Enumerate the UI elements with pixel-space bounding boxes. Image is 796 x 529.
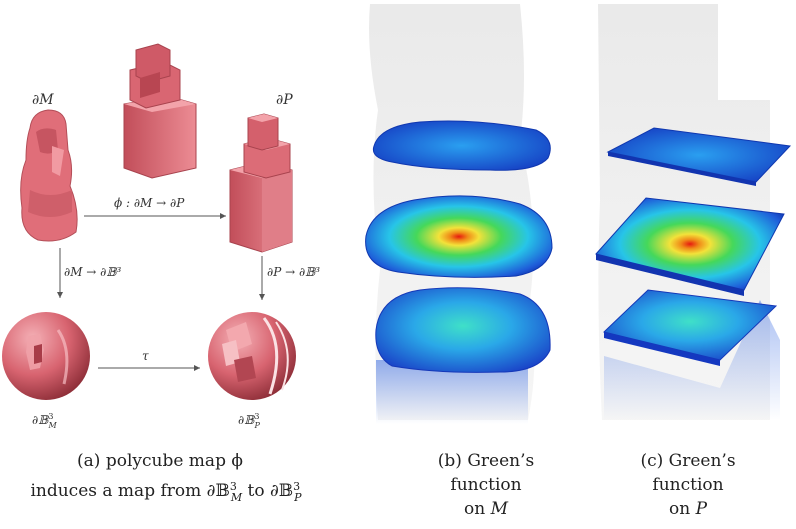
caption-c-line1: (c) Green’s	[640, 451, 735, 471]
slice-bottom-p-edge	[604, 332, 720, 366]
polycube-intermediate	[123, 43, 197, 179]
slice-top-m	[372, 120, 551, 171]
label-map-m-ball: ∂M → ∂𝔹³	[64, 265, 122, 279]
caption-c-line3: on P	[669, 499, 708, 519]
label-map-p-ball: ∂P → ∂𝔹³	[267, 265, 320, 279]
panel-c: (c) Green’s function on P	[595, 4, 792, 519]
caption-a-line2: induces a map from ∂𝔹3 M to ∂𝔹3 P	[30, 480, 302, 504]
slice-fade-p	[604, 300, 780, 420]
panel-a: ∂M ∂P ϕ : ∂M → ∂P ∂M → ∂𝔹³ ∂P → ∂𝔹³	[2, 43, 320, 504]
caption-b-line1: (b) Green’s	[438, 451, 534, 471]
label-map-phi: ϕ : ∂M → ∂P	[114, 196, 185, 210]
ball-p	[208, 312, 296, 400]
caption-b-line2: function	[450, 475, 521, 495]
caption-a-line1: (a) polycube map ϕ	[77, 451, 243, 471]
slice-top-p-edge	[608, 152, 756, 186]
caption-c-line2: function	[652, 475, 723, 495]
slice-middle-p-edge	[596, 254, 744, 296]
panel-b: (b) Green’s function on M	[365, 4, 553, 519]
slice-middle-m	[365, 195, 553, 278]
label-tau: τ	[142, 349, 149, 363]
label-boundary-p: ∂P	[276, 92, 293, 108]
slice-top-p	[606, 127, 792, 183]
slice-bottom-m	[375, 287, 551, 373]
label-ball-p: ∂𝔹3 P	[238, 412, 260, 430]
polycube-model	[229, 113, 293, 253]
moai-model	[20, 109, 78, 242]
caption-b-line3: on M	[464, 499, 509, 519]
label-ball-m: ∂𝔹3 M	[32, 412, 57, 430]
ball-m	[2, 312, 90, 400]
label-boundary-m: ∂M	[32, 92, 54, 108]
slice-middle-p	[595, 197, 785, 291]
slice-bottom-p	[602, 289, 778, 361]
